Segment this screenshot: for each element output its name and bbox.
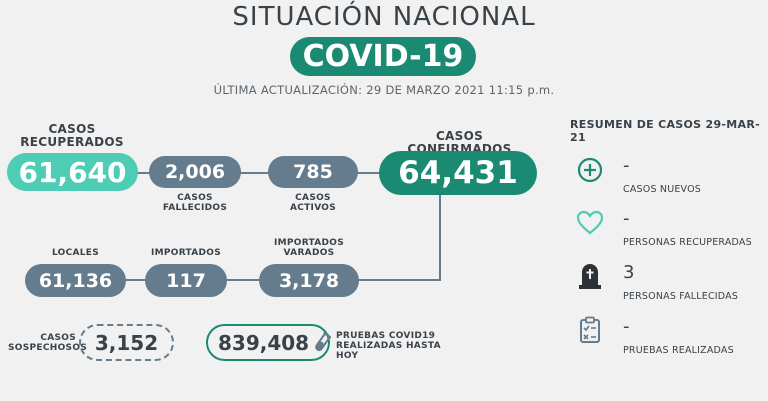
summary-deaths-label: PERSONAS FALLECIDAS xyxy=(623,291,739,302)
covid-badge: COVID-19 xyxy=(290,37,476,76)
active-value: 785 xyxy=(268,156,358,188)
summary-title: RESUMEN DE CASOS 29-MAR-21 xyxy=(570,118,760,144)
recovered-value: 61,640 xyxy=(7,153,138,191)
page-title: SITUACIÓN NACIONAL xyxy=(232,2,536,32)
suspected-label: CASOS SOSPECHOSOS xyxy=(8,333,88,353)
tests-label: PRUEBAS COVID19 REALIZADAS HASTA HOY xyxy=(336,331,441,361)
summary-tests-label: PRUEBAS REALIZADAS xyxy=(623,345,734,356)
heart-icon xyxy=(576,210,604,236)
summary-recovered-value: - xyxy=(623,208,630,229)
plus-circle-icon xyxy=(577,157,603,183)
tests-value: 839,408 xyxy=(218,330,310,355)
connector-line-vertical xyxy=(439,190,441,280)
last-updated: ÚLTIMA ACTUALIZACIÓN: 29 DE MARZO 2021 1… xyxy=(213,83,555,97)
summary-recovered-label: PERSONAS RECUPERADAS xyxy=(623,237,752,248)
test-tube-icon xyxy=(313,331,332,354)
tombstone-icon xyxy=(577,262,603,290)
summary-new-cases-label: CASOS NUEVOS xyxy=(623,184,701,195)
deaths-label: CASOS FALLECIDOS xyxy=(162,193,228,213)
tests-box: 839,408 xyxy=(206,324,332,361)
summary-new-cases-value: - xyxy=(623,155,630,176)
local-value: 61,136 xyxy=(25,264,126,297)
local-label: LOCALES xyxy=(51,248,100,258)
stranded-label: IMPORTADOS VARADOS xyxy=(273,238,345,258)
active-label: CASOS ACTIVOS xyxy=(289,193,337,213)
summary-deaths-value: 3 xyxy=(623,262,635,283)
summary-tests-value: - xyxy=(623,316,630,337)
imported-value: 117 xyxy=(145,264,227,297)
clipboard-icon xyxy=(579,316,601,344)
connector-line-top xyxy=(120,172,390,174)
recovered-label: CASOS RECUPERADOS xyxy=(20,122,124,149)
confirmed-value: 64,431 xyxy=(379,151,537,195)
deaths-value: 2,006 xyxy=(149,156,241,188)
suspected-value: 3,152 xyxy=(79,324,174,361)
imported-label: IMPORTADOS xyxy=(150,248,222,258)
stranded-value: 3,178 xyxy=(259,264,359,297)
